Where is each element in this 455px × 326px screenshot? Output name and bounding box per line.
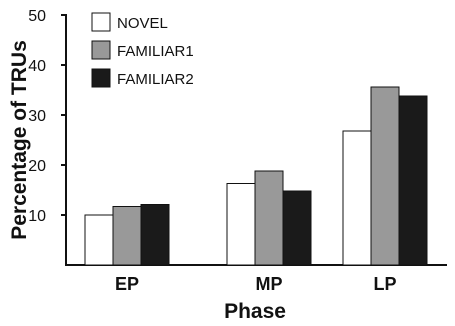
x-ticks: EP MP LP: [115, 274, 397, 294]
bar-familiar1-lp: [370, 86, 400, 266]
y-ticks: 10 20 30 40 50: [28, 8, 66, 225]
bar-familiar2-mp: [282, 190, 312, 266]
bar-novel-ep: [84, 214, 114, 266]
y-tick-label: 40: [28, 58, 46, 75]
legend: NOVEL FAMILIAR1 FAMILIAR2: [91, 12, 194, 88]
bars: [84, 86, 428, 266]
y-tick-label: 30: [28, 108, 46, 125]
legend-swatch-familiar2: [91, 68, 111, 88]
legend-label-novel: NOVEL: [117, 15, 168, 32]
bar-familiar2-lp: [398, 95, 428, 266]
legend-label-familiar1: FAMILIAR1: [117, 43, 194, 60]
bar-novel-mp: [226, 183, 256, 266]
bar-familiar1-ep: [112, 206, 142, 266]
legend-swatch-familiar1: [91, 40, 111, 60]
x-tick-label: MP: [256, 274, 283, 294]
x-axis-title: Phase: [224, 300, 286, 323]
x-tick-label: EP: [115, 274, 139, 294]
y-axis-title: Percentage of TRUs: [8, 40, 31, 240]
bar-novel-lp: [342, 130, 372, 266]
bar-familiar1-mp: [254, 170, 284, 266]
y-tick-label: 20: [28, 158, 46, 175]
bar-familiar2-ep: [140, 204, 170, 266]
x-tick-label: LP: [373, 274, 396, 294]
y-tick-label: 10: [28, 208, 46, 225]
y-tick-label: 50: [28, 8, 46, 25]
legend-label-familiar2: FAMILIAR2: [117, 71, 194, 88]
legend-swatch-novel: [91, 12, 111, 32]
